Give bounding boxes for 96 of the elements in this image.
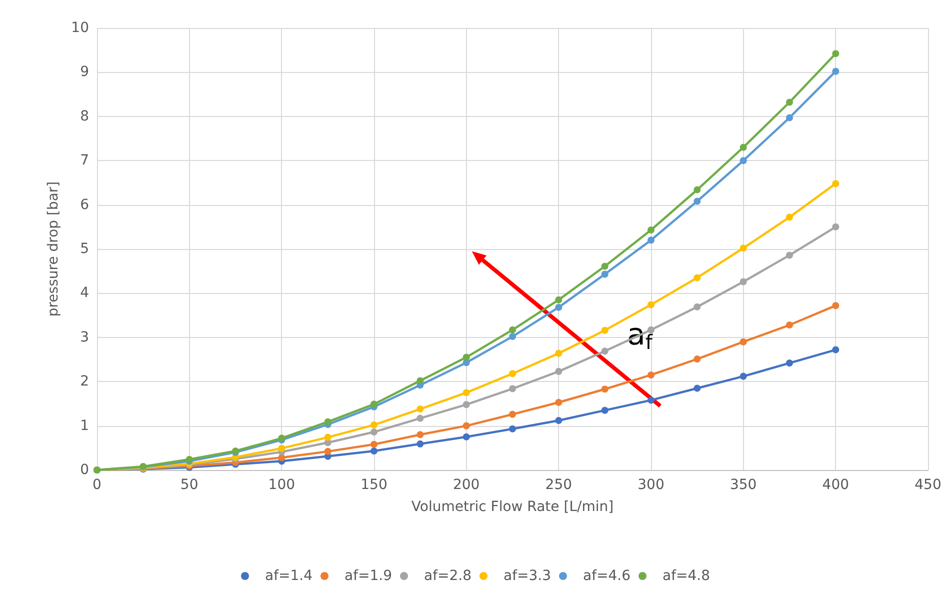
y-tick-label: 8 <box>80 108 89 124</box>
legend-label: af=4.6 <box>583 568 631 584</box>
point <box>416 406 424 412</box>
point <box>694 198 701 205</box>
y-tick-label: 2 <box>80 374 89 390</box>
point <box>832 223 840 230</box>
point <box>416 431 424 438</box>
point <box>601 270 608 278</box>
x-tick-label: 200 <box>452 477 480 493</box>
x-tick-label: 150 <box>360 477 388 493</box>
y-tick-label: 10 <box>71 20 89 36</box>
legend-label: af=2.8 <box>424 568 472 584</box>
point <box>509 333 516 340</box>
x-tick-label: 50 <box>180 477 198 493</box>
point <box>601 406 608 414</box>
point <box>740 338 747 346</box>
y-tick-label: 0 <box>80 462 89 478</box>
legend-label: af=1.9 <box>344 568 392 584</box>
x-tick-label: 100 <box>268 477 296 493</box>
point <box>694 356 701 363</box>
point <box>462 354 470 361</box>
point <box>324 434 332 441</box>
point <box>462 433 470 440</box>
point <box>740 372 747 380</box>
x-axis-title: Volumetric Flow Rate [L/min] <box>411 499 614 515</box>
point <box>832 68 840 75</box>
x-tick-label: 0 <box>92 477 102 493</box>
point <box>740 144 747 151</box>
point <box>416 414 424 422</box>
point <box>648 226 654 234</box>
point <box>370 447 378 454</box>
point <box>416 377 424 384</box>
point <box>509 370 516 378</box>
point <box>555 350 562 357</box>
point <box>324 418 332 426</box>
legend-label: af=4.8 <box>662 568 710 584</box>
y-tick-label: 5 <box>80 241 89 257</box>
point <box>648 371 654 378</box>
y-tick-label: 9 <box>80 64 89 80</box>
point <box>370 400 378 408</box>
point <box>601 326 608 334</box>
point <box>278 444 286 452</box>
x-tick-label: 450 <box>914 477 942 493</box>
point <box>648 326 654 334</box>
point <box>509 326 516 334</box>
point <box>740 244 747 252</box>
y-tick-label: 7 <box>80 152 89 169</box>
point <box>509 385 516 392</box>
point <box>832 50 840 58</box>
y-tick-label: 3 <box>80 329 89 346</box>
x-tick-label: 350 <box>730 477 757 493</box>
point <box>648 301 654 308</box>
point <box>786 360 793 367</box>
point <box>832 302 840 310</box>
point <box>324 448 332 455</box>
point <box>416 440 424 448</box>
point <box>555 398 562 406</box>
point <box>740 157 747 164</box>
point <box>786 214 793 221</box>
point <box>601 262 608 270</box>
y-axis-title: pressure drop [bar] <box>45 181 62 317</box>
point <box>740 278 747 286</box>
point <box>462 389 470 396</box>
legend-label: af=3.3 <box>504 568 552 584</box>
y-tick-label: 4 <box>80 285 90 302</box>
point <box>832 180 840 188</box>
point <box>370 428 378 436</box>
point <box>601 386 608 393</box>
y-tick-label: 6 <box>80 196 90 213</box>
point <box>555 368 562 375</box>
point <box>601 348 608 355</box>
point <box>555 417 562 424</box>
point <box>509 410 516 418</box>
point <box>462 401 470 408</box>
point <box>462 422 470 430</box>
point <box>509 425 516 432</box>
point <box>786 322 793 329</box>
point <box>694 186 701 194</box>
x-tick-label: 250 <box>545 477 572 493</box>
y-tick-label: 1 <box>80 418 89 434</box>
x-tick-label: 400 <box>822 477 850 493</box>
point <box>694 384 701 392</box>
point <box>786 98 793 106</box>
point <box>832 346 840 354</box>
point <box>648 236 654 244</box>
point <box>555 296 562 304</box>
legend-label: af=1.4 <box>264 568 313 584</box>
point <box>648 396 654 404</box>
point <box>786 252 793 259</box>
point <box>694 274 701 282</box>
x-tick-label: 300 <box>638 477 664 493</box>
point <box>786 114 793 122</box>
point <box>370 440 378 448</box>
point <box>555 304 562 311</box>
point <box>370 421 378 428</box>
point <box>694 303 701 310</box>
